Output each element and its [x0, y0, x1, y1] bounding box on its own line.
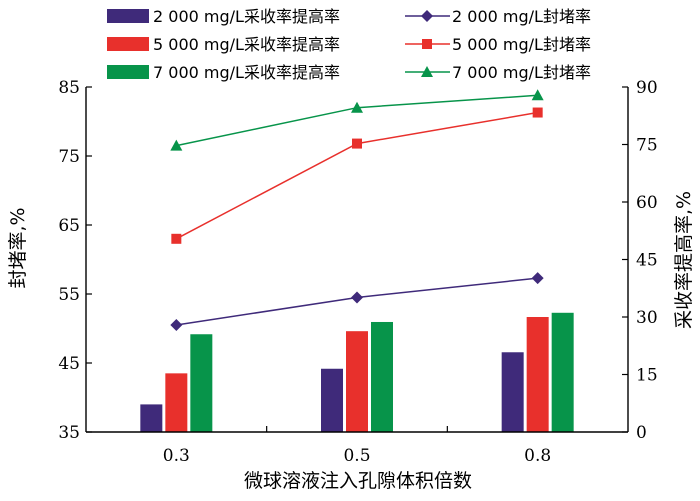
- legend-label: 2 000 mg/L采收率提高率: [153, 7, 340, 26]
- bar: [165, 373, 188, 432]
- series-point: [170, 319, 183, 332]
- right-tick-label: 60: [636, 193, 658, 213]
- bar: [346, 331, 368, 432]
- left-tick-label: 75: [58, 147, 80, 167]
- left-tick-label: 45: [58, 354, 80, 374]
- legend-label: 7 000 mg/L采收率提高率: [153, 63, 340, 82]
- legend-marker: [421, 10, 433, 22]
- legend-label: 7 000 mg/L封堵率: [452, 63, 591, 82]
- legend-marker: [421, 66, 433, 77]
- legend-label: 2 000 mg/L封堵率: [452, 7, 591, 26]
- bars: [140, 312, 574, 432]
- axes: 35 45 55 65 75 85 0 15 30 45 60 75 90 0.3 0.5 0.8: [58, 78, 657, 466]
- right-tick-label: 45: [636, 251, 658, 271]
- legend: 2 000 mg/L采收率提高率 5 000 mg/L采收率提高率 7 000 mg…: [107, 7, 591, 82]
- bar: [371, 321, 393, 432]
- series-point: [532, 107, 543, 118]
- right-tick-label: 75: [636, 136, 658, 156]
- series-point: [171, 233, 182, 244]
- left-tick-label: 65: [58, 216, 80, 236]
- left-tick-label: 85: [58, 78, 80, 98]
- series-point: [170, 139, 183, 151]
- legend-label: 5 000 mg/L采收率提高率: [153, 35, 340, 54]
- right-tick-label: 15: [636, 366, 658, 386]
- right-tick-label: 0: [636, 423, 647, 443]
- right-tick-label: 90: [636, 78, 658, 98]
- series-point: [531, 272, 544, 285]
- left-tick-label: 35: [58, 423, 80, 443]
- bar: [526, 317, 549, 432]
- series-line: [175, 111, 538, 240]
- legend-label: 5 000 mg/L封堵率: [452, 35, 591, 54]
- right-tick-label: 30: [636, 308, 658, 328]
- left-tick-label: 55: [58, 285, 80, 305]
- legend-marker: [422, 39, 432, 49]
- bar: [140, 404, 163, 432]
- series-point: [531, 89, 544, 101]
- right-axis-title: 采收率提高率,%: [673, 191, 695, 329]
- series-point: [351, 291, 363, 304]
- series-point: [352, 138, 362, 149]
- bar: [551, 312, 574, 432]
- legend-swatch: [107, 65, 149, 79]
- bar: [190, 334, 213, 432]
- series-point: [351, 101, 363, 113]
- bar: [321, 368, 343, 432]
- x-axis-title: 微球溶液注入孔隙体积倍数: [244, 470, 472, 492]
- x-tick-label: 0.5: [343, 446, 370, 466]
- x-tick-label: 0.8: [524, 446, 551, 466]
- bar: [501, 352, 524, 432]
- x-tick-label: 0.3: [163, 446, 190, 466]
- series-lines: [170, 89, 544, 332]
- legend-swatch: [107, 37, 149, 51]
- legend-swatch: [107, 9, 149, 23]
- left-axis-title: 封堵率,%: [7, 207, 29, 288]
